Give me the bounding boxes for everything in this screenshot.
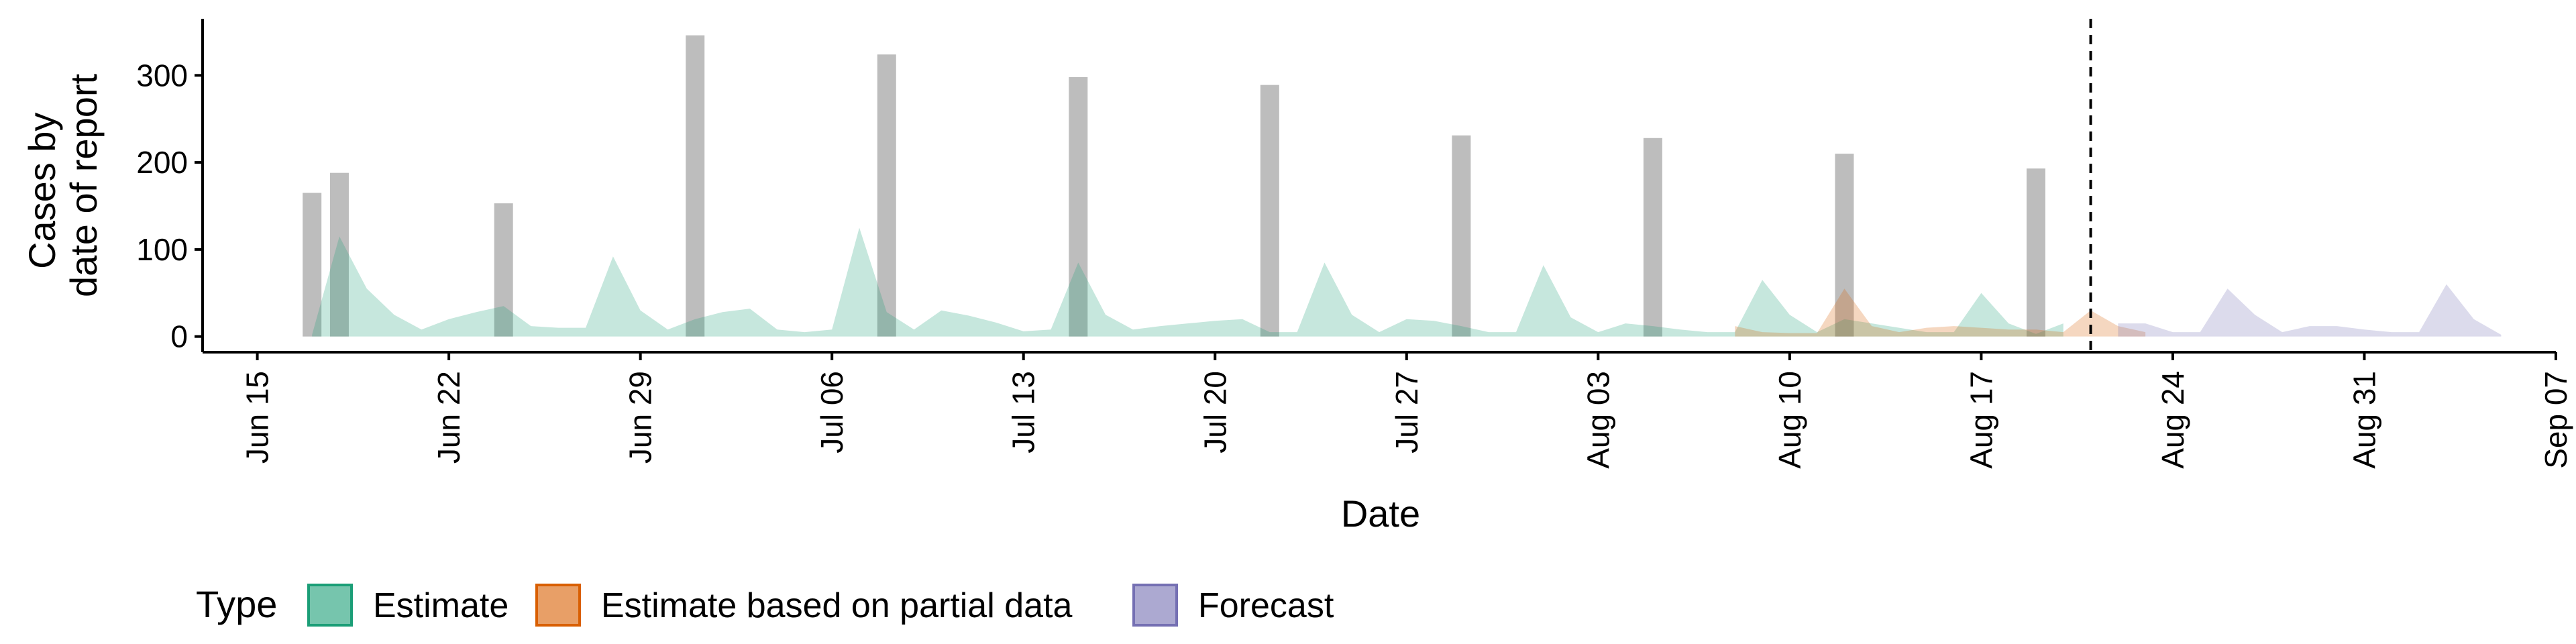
- x-tick-label: Sep 07: [2538, 371, 2573, 469]
- reported-cases-bar: [1643, 138, 1662, 337]
- reported-cases-bar: [1835, 154, 1854, 337]
- reported-cases-bar: [494, 203, 513, 337]
- reported-cases-bar: [686, 35, 705, 337]
- series-area-1: [1735, 288, 2146, 337]
- legend-swatch: [535, 584, 581, 627]
- y-axis-title-line-2: date of report: [62, 74, 105, 298]
- x-tick-label: Jul 20: [1197, 371, 1232, 453]
- reported-cases-bar: [2026, 168, 2045, 337]
- x-tick-label: Jul 27: [1389, 371, 1424, 453]
- y-tick-label: 300: [136, 58, 188, 93]
- x-tick-label: Jun 22: [431, 371, 466, 464]
- y-axis-title-line-1: Cases by: [21, 113, 63, 269]
- legend-label: Estimate: [373, 586, 508, 625]
- x-tick-label: Jul 13: [1006, 371, 1041, 453]
- y-tick-label: 100: [136, 232, 188, 267]
- x-tick-label: Aug 24: [2155, 371, 2190, 469]
- legend-swatch: [1132, 584, 1178, 627]
- y-axis-ticks: 0 100 200 300: [136, 58, 203, 354]
- x-tick-label: Aug 31: [2347, 371, 2381, 469]
- reported-cases-bar: [1069, 76, 1088, 337]
- x-tick-label: Aug 03: [1580, 371, 1615, 469]
- reported-cases-bars: [303, 35, 2045, 337]
- series-area-0: [312, 227, 2063, 337]
- legend-swatch: [307, 584, 353, 627]
- y-tick-label: 200: [136, 145, 188, 180]
- estimate-areas: [312, 227, 2502, 337]
- legend-label: Forecast: [1198, 586, 1334, 625]
- x-tick-label: Jun 15: [240, 371, 275, 464]
- x-axis-ticks: Jun 15 Jun 22 Jun 29 Jul 06 Jul 13 Jul 20 Jul …: [240, 352, 2573, 469]
- x-tick-label: Jul 06: [814, 371, 849, 453]
- x-axis-title: Date: [1341, 492, 1420, 535]
- legend-title: Type: [196, 583, 277, 625]
- x-tick-label: Jun 29: [623, 371, 658, 464]
- axes: 0 100 200 300 Jun 15 Jun 22 Jun 29 Jul 06 Jul 1…: [136, 19, 2573, 469]
- legend-label: Estimate based on partial data: [601, 586, 1073, 625]
- x-tick-label: Aug 10: [1772, 371, 1807, 469]
- reported-cases-bar: [1452, 135, 1471, 337]
- reported-cases-bar: [303, 193, 322, 337]
- reported-cases-bar: [877, 54, 896, 337]
- reported-cases-bar: [329, 172, 349, 337]
- y-tick-label: 0: [170, 319, 188, 354]
- reported-cases-bar: [1260, 85, 1279, 337]
- series-area-2: [2118, 284, 2502, 337]
- x-tick-label: Aug 17: [1964, 371, 1998, 469]
- y-axis-title: Cases by date of report: [21, 74, 105, 298]
- plot-area: [303, 19, 2502, 352]
- legend: Type Estimate Estimate based on partial d…: [196, 583, 1334, 627]
